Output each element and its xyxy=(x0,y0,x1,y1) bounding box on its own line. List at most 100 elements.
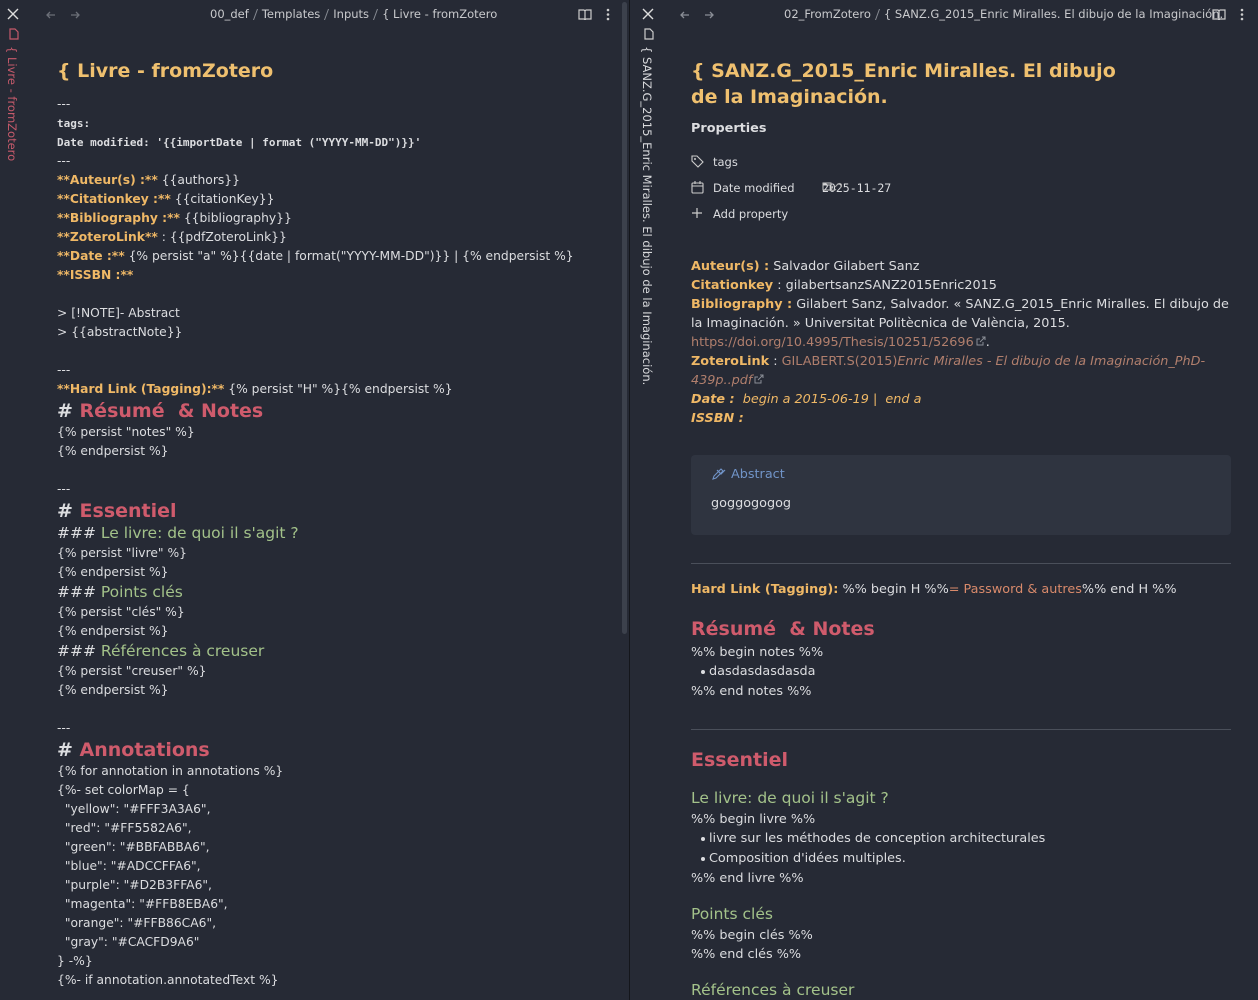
breadcrumb-item[interactable]: 02_FromZotero xyxy=(784,7,871,21)
text-key: ZoteroLink xyxy=(691,354,770,369)
breadcrumb-item[interactable]: { Livre - fromZotero xyxy=(382,7,498,21)
vertical-tab-label[interactable]: { SANZ.G_2015_Enric Miralles. El dibujo … xyxy=(640,46,654,386)
list-item: Composition d'idées multiples. xyxy=(691,849,1231,869)
editor-line: --- xyxy=(57,361,617,380)
heading: Résumé & Notes xyxy=(691,617,1231,641)
text: {% persist "clés" %} xyxy=(57,605,185,619)
text: "magenta": "#FFB8EBA6", xyxy=(57,897,228,911)
link[interactable]: https://doi.org/10.4995/Thesis/10251/526… xyxy=(691,335,974,350)
scrollbar[interactable] xyxy=(622,2,627,634)
note-title: { SANZ.G_2015_Enric Miralles. El dibujo … xyxy=(691,60,1116,108)
text: {%- if annotation.annotatedText %} xyxy=(57,973,279,987)
text-key: **Citationkey :** xyxy=(57,192,171,206)
horizontal-rule xyxy=(691,729,1231,730)
paragraph: %% end clés %% xyxy=(691,945,1231,964)
pencil-icon xyxy=(712,468,724,480)
text: "orange": "#FFB86CA6", xyxy=(57,916,217,930)
text: %% end H %% xyxy=(1081,582,1177,597)
text: --- xyxy=(57,721,71,735)
properties-heading[interactable]: Properties xyxy=(691,121,767,136)
text: "red": "#FF5582A6", xyxy=(57,821,192,835)
editor-line: {% persist "notes" %} xyxy=(57,423,617,442)
fold-chevron[interactable] xyxy=(716,468,726,476)
text-h1: Essentiel xyxy=(691,749,789,771)
text-key: **Date :** xyxy=(57,249,125,263)
text: > [!NOTE]- Abstract xyxy=(57,306,180,320)
link[interactable]: = Password & autres xyxy=(948,582,1082,597)
text-keyi: Date : xyxy=(691,392,735,407)
property-name[interactable]: Date modified xyxy=(713,181,795,195)
text-h3: Points clés xyxy=(100,583,183,601)
text: "green": "#BBFABBA6", xyxy=(57,840,210,854)
editor-line: } -%} xyxy=(57,952,617,971)
more-options[interactable] xyxy=(606,8,610,21)
property-name[interactable]: tags xyxy=(713,155,738,169)
vertical-tab-label[interactable]: { Livre - fromZotero xyxy=(5,46,19,162)
text: > {{abstractNote}} xyxy=(57,325,183,339)
link-icon[interactable] xyxy=(830,181,842,191)
text: {% endpersist %} xyxy=(57,444,169,458)
heading: Points clés xyxy=(691,904,1231,925)
text-h3: Le livre: de quoi il s'agit ? xyxy=(691,789,889,807)
nav-arrows[interactable] xyxy=(45,9,85,21)
file-icon xyxy=(9,28,19,40)
edit-view-button[interactable] xyxy=(1212,8,1226,20)
text: "purple": "#D2B3FFA6", xyxy=(57,878,212,892)
link[interactable]: GILABERT.S(2015) xyxy=(781,354,898,369)
editor-line: tags: xyxy=(57,114,617,133)
editor-line: **Auteur(s) :** {{authors}} xyxy=(57,171,617,190)
close-tab[interactable] xyxy=(7,8,19,20)
editor-line: **Hard Link (Tagging):** {% persist "H" … xyxy=(57,380,617,399)
text: {% persist "creuser" %} xyxy=(57,664,207,678)
more-options[interactable] xyxy=(1240,8,1244,21)
editor-lines: --- tags: Date modified: '{{importDate | f… xyxy=(57,95,617,990)
property-icon xyxy=(691,181,704,194)
text: # xyxy=(57,500,80,522)
text: --- xyxy=(57,154,71,168)
nav-arrows[interactable] xyxy=(679,9,719,21)
paragraph: Bibliography : Gilabert Sanz, Salvador. … xyxy=(691,295,1231,352)
editor-line xyxy=(57,700,617,719)
breadcrumb-item[interactable]: Templates xyxy=(261,7,321,21)
breadcrumb-item[interactable]: 00_def xyxy=(210,7,249,21)
text: --- xyxy=(57,482,71,496)
text: livre sur les méthodes de conception arc… xyxy=(709,831,1046,846)
text-code: Date modified: '{{importDate | format ("… xyxy=(57,136,422,149)
breadcrumb-separator xyxy=(874,9,880,20)
editor-line: "red": "#FF5582A6", xyxy=(57,819,617,838)
breadcrumb-item[interactable]: { SANZ.G_2015_Enric Miralles. El dibujo … xyxy=(883,7,1224,21)
paragraph: Auteur(s) : Salvador Gilabert Sanz xyxy=(691,257,1231,276)
add-property[interactable]: Add property xyxy=(691,201,1231,227)
pane-divider xyxy=(629,0,630,1000)
text: %% begin H %% xyxy=(838,582,949,597)
heading: Le livre: de quoi il s'agit ? xyxy=(691,788,1231,809)
text-ital: begin a 2015-06-19 | end a xyxy=(734,392,922,407)
add-property-label[interactable]: Add property xyxy=(713,207,789,221)
note-content: Auteur(s) : Salvador Gilabert Sanz Citati… xyxy=(691,257,1231,1000)
breadcrumb-item[interactable]: Inputs xyxy=(333,7,370,21)
text: ### xyxy=(57,524,101,542)
callout-title[interactable]: Abstract xyxy=(711,465,1211,484)
text-key: **ZoteroLink** xyxy=(57,230,158,244)
paragraph: %% end livre %% xyxy=(691,869,1231,888)
text: {% persist "livre" %} xyxy=(57,546,187,560)
link[interactable]: Enric Miralles - El dibujo de la Imagina… xyxy=(691,354,1206,388)
text: . xyxy=(985,335,990,350)
editor-line: **Bibliography :** {{bibliography}} xyxy=(57,209,617,228)
property-value[interactable]: 2025-11-27 xyxy=(822,175,891,201)
close-tab[interactable] xyxy=(642,8,654,20)
editor-line: # Annotations xyxy=(57,738,617,762)
text: # xyxy=(57,739,80,761)
editor[interactable]: { Livre - fromZotero --- tags: Date modifi… xyxy=(57,58,617,990)
text: {%- set colorMap = { xyxy=(57,783,190,797)
editor-line: ### Références à creuser xyxy=(57,641,617,662)
text: {% for annotation in annotations %} xyxy=(57,764,284,778)
note-title: { Livre - fromZotero xyxy=(57,60,274,82)
left-pane: { Livre - fromZotero 00_def Templates Inpu… xyxy=(5,2,627,990)
text: Composition d'idées multiples. xyxy=(709,851,906,866)
text: dasdasdasdasda xyxy=(709,664,816,679)
editor-line: **ZoteroLink** : {{pdfZoteroLink}} xyxy=(57,228,617,247)
text-key: **Hard Link (Tagging):** xyxy=(57,382,225,396)
reading-view-button[interactable] xyxy=(578,8,592,20)
